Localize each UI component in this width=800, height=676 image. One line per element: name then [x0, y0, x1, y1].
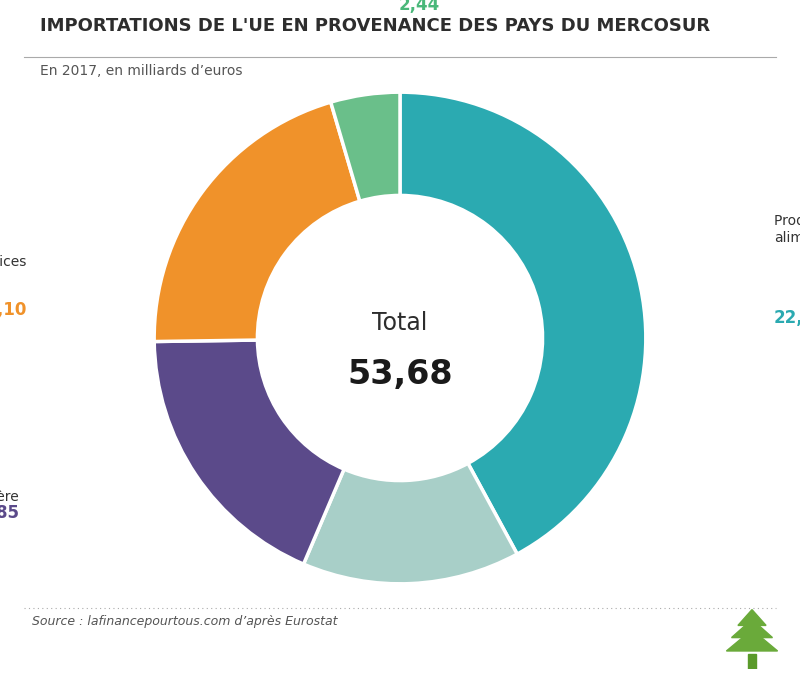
Text: Total: Total: [372, 311, 428, 335]
Text: 22,59: 22,59: [774, 308, 800, 327]
Text: Industrie manufacturière: Industrie manufacturière: [0, 490, 19, 504]
Text: 11,10: 11,10: [0, 301, 26, 319]
Text: En 2017, en milliards d’euros: En 2017, en milliards d’euros: [40, 64, 242, 78]
Wedge shape: [400, 92, 646, 554]
Text: 9,85: 9,85: [0, 504, 19, 523]
Wedge shape: [154, 102, 360, 341]
Bar: [748, 654, 756, 669]
Text: 53,68: 53,68: [347, 358, 453, 391]
Wedge shape: [154, 340, 344, 564]
Text: Source : lafinancepourtous.com d’après Eurostat: Source : lafinancepourtous.com d’après E…: [32, 615, 338, 628]
Polygon shape: [726, 630, 778, 651]
Wedge shape: [330, 92, 400, 201]
Wedge shape: [303, 463, 517, 584]
Polygon shape: [731, 619, 773, 637]
Text: Services: Services: [0, 255, 26, 269]
Text: IMPORTATIONS DE L'UE EN PROVENANCE DES PAYS DU MERCOSUR: IMPORTATIONS DE L'UE EN PROVENANCE DES P…: [40, 17, 710, 35]
Text: Produits agricoles et
alimentaires: Produits agricoles et alimentaires: [774, 214, 800, 245]
Polygon shape: [738, 610, 766, 625]
Text: 2,44: 2,44: [399, 0, 440, 14]
